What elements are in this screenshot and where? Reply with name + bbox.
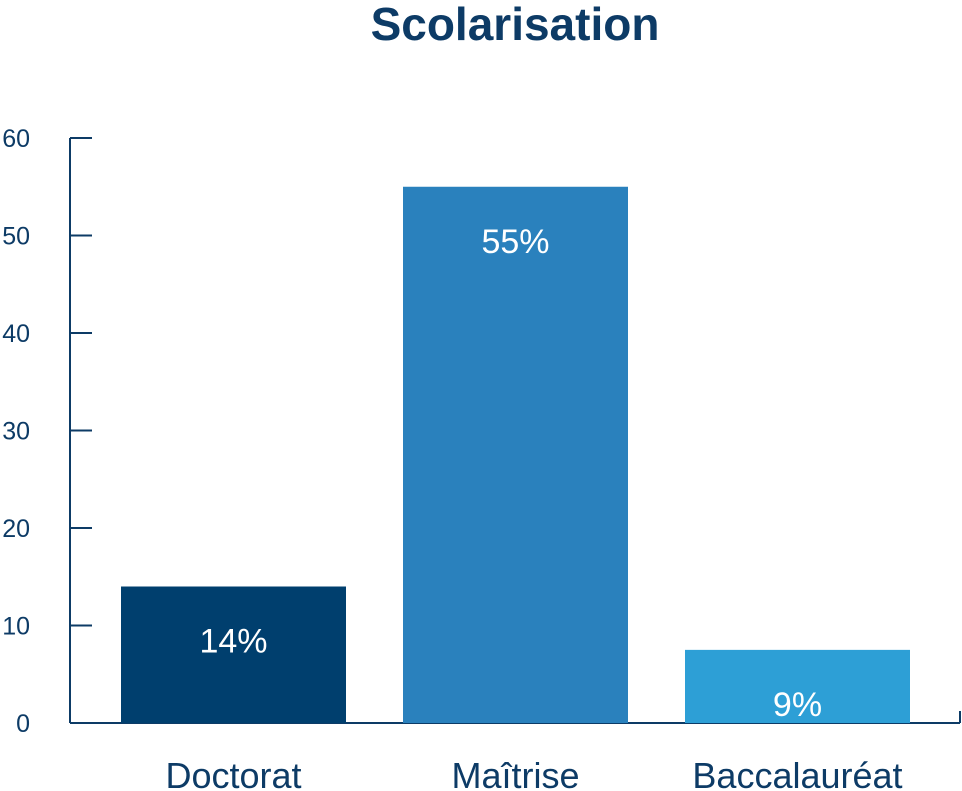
- y-tick-label: 10: [2, 613, 30, 641]
- category-labels: Doctorat Maîtrise Baccalauréat: [165, 755, 902, 791]
- bars: [121, 186, 910, 723]
- y-tick-label: 20: [2, 515, 30, 543]
- y-tick-label: 30: [2, 418, 30, 446]
- chart-title: Scolarisation: [371, 0, 660, 50]
- y-tick-label: 60: [2, 125, 30, 153]
- bar-doctorat: [121, 586, 346, 723]
- y-axis-ticks: 0 10 20 30 40 50 60: [2, 125, 92, 738]
- data-labels: 14% 55% 9%: [199, 223, 822, 724]
- y-tick-label: 50: [2, 223, 30, 251]
- category-label: Maîtrise: [451, 755, 579, 791]
- category-label: Doctorat: [165, 755, 301, 791]
- bar-baccalauréat: [685, 649, 910, 723]
- y-tick-label: 0: [16, 710, 30, 738]
- category-label: Baccalauréat: [692, 755, 902, 791]
- data-label: 55%: [481, 223, 549, 261]
- bar-maîtrise: [403, 186, 628, 723]
- y-tick-label: 40: [2, 320, 30, 348]
- data-label: 9%: [773, 686, 822, 724]
- data-label: 14%: [199, 623, 267, 661]
